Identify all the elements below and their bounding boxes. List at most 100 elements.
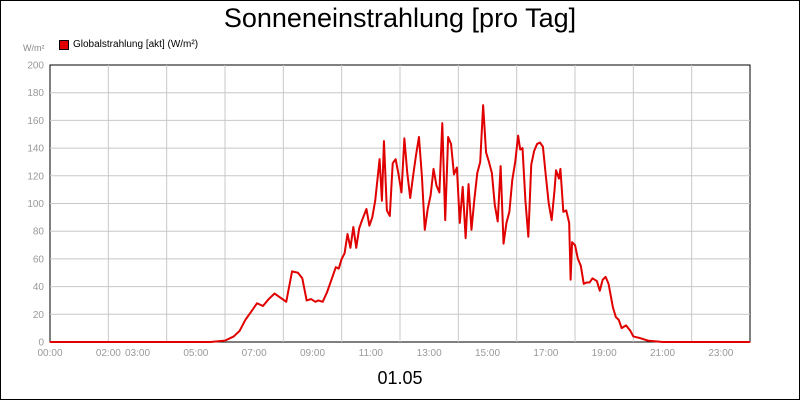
- data-point: [430, 194, 432, 196]
- data-point: [397, 173, 400, 176]
- chart-title: Sonneneinstrahlung [pro Tag]: [223, 3, 577, 33]
- data-point: [395, 158, 397, 160]
- y-tick-label: 100: [27, 199, 44, 210]
- data-point: [500, 165, 502, 167]
- data-point: [326, 291, 328, 293]
- data-point: [301, 277, 303, 279]
- x-tick-labels: 00:00 02:00 03:00 05:00 07:00 09:00 11:00 13:00…: [37, 348, 733, 359]
- data-point: [502, 243, 505, 245]
- data-point: [527, 236, 529, 238]
- data-point: [378, 158, 381, 160]
- data-point: [317, 299, 319, 302]
- data-point: [444, 219, 446, 221]
- data-point: [349, 247, 352, 249]
- data-point: [621, 327, 623, 329]
- data-point: [355, 247, 357, 249]
- data-point: [470, 229, 473, 231]
- data-point: [533, 150, 535, 152]
- data-point: [607, 283, 610, 285]
- data-point: [749, 341, 751, 343]
- data-point: [453, 173, 455, 176]
- data-point: [559, 168, 562, 170]
- data-point: [389, 215, 391, 217]
- data-point: [371, 216, 373, 218]
- data-point: [615, 316, 617, 318]
- data-point: [412, 175, 414, 177]
- data-point: [459, 222, 461, 224]
- data-point: [238, 330, 241, 332]
- data-point: [49, 341, 51, 343]
- data-point: [358, 227, 360, 230]
- grid-lines: [50, 65, 750, 342]
- data-point: [545, 175, 547, 177]
- data-point: [421, 175, 423, 177]
- data-point: [322, 301, 324, 303]
- data-point: [542, 146, 544, 148]
- x-tick-label: 07:00: [242, 348, 267, 359]
- data-point: [625, 324, 627, 326]
- series-layer: [49, 104, 751, 343]
- data-point: [568, 222, 570, 224]
- data-point: [244, 319, 247, 321]
- data-point: [517, 135, 519, 137]
- data-point: [310, 298, 312, 300]
- legend-label: Globalstrahlung [akt] (W/m²): [73, 39, 199, 50]
- data-point: [403, 137, 405, 140]
- data-point: [583, 283, 585, 285]
- x-tick-label: 02:00: [96, 348, 121, 359]
- data-point: [596, 280, 598, 282]
- data-point: [508, 211, 510, 213]
- data-point: [570, 279, 572, 281]
- y-tick-label: 120: [27, 171, 44, 182]
- data-point: [285, 301, 287, 303]
- data-point: [588, 281, 591, 284]
- data-point: [424, 229, 426, 231]
- x-tick-label: 21:00: [650, 348, 675, 359]
- data-point: [580, 265, 582, 267]
- data-point: [383, 140, 385, 142]
- y-tick-label: 200: [27, 61, 44, 72]
- data-point: [374, 200, 376, 202]
- data-point: [338, 268, 340, 270]
- data-point: [447, 136, 449, 138]
- data-point: [314, 301, 317, 303]
- data-point: [618, 319, 620, 321]
- y-tick-label: 40: [33, 282, 45, 293]
- x-tick-label: 09:00: [300, 348, 325, 359]
- data-point: [409, 197, 411, 199]
- data-point: [365, 208, 368, 210]
- data-point: [602, 279, 604, 281]
- x-tick-label: 11:00: [359, 348, 384, 359]
- data-point: [577, 258, 579, 260]
- data-point: [565, 209, 567, 212]
- data-point: [392, 162, 394, 164]
- data-point: [491, 172, 493, 174]
- data-point: [467, 183, 470, 185]
- x-tick-label: 13:00: [417, 348, 442, 359]
- x-axis-date-label: 01.05: [377, 368, 423, 388]
- y-tick-label: 20: [33, 310, 45, 321]
- data-point: [343, 252, 346, 254]
- data-point: [536, 143, 538, 145]
- data-point: [361, 219, 363, 221]
- data-point: [415, 154, 417, 156]
- data-point: [591, 277, 594, 279]
- data-point: [632, 335, 634, 338]
- data-point: [268, 298, 270, 300]
- data-point: [494, 204, 496, 206]
- data-point: [551, 219, 553, 221]
- series-line: [50, 104, 750, 343]
- data-point: [441, 122, 443, 124]
- data-point: [465, 237, 467, 239]
- data-point: [571, 241, 573, 243]
- data-point: [562, 211, 564, 213]
- data-point: [262, 305, 264, 307]
- data-point: [574, 244, 576, 246]
- data-point: [485, 151, 487, 153]
- data-point: [497, 220, 499, 223]
- data-point: [476, 172, 478, 174]
- data-point: [386, 209, 388, 212]
- data-point: [473, 198, 475, 200]
- data-point: [647, 340, 649, 342]
